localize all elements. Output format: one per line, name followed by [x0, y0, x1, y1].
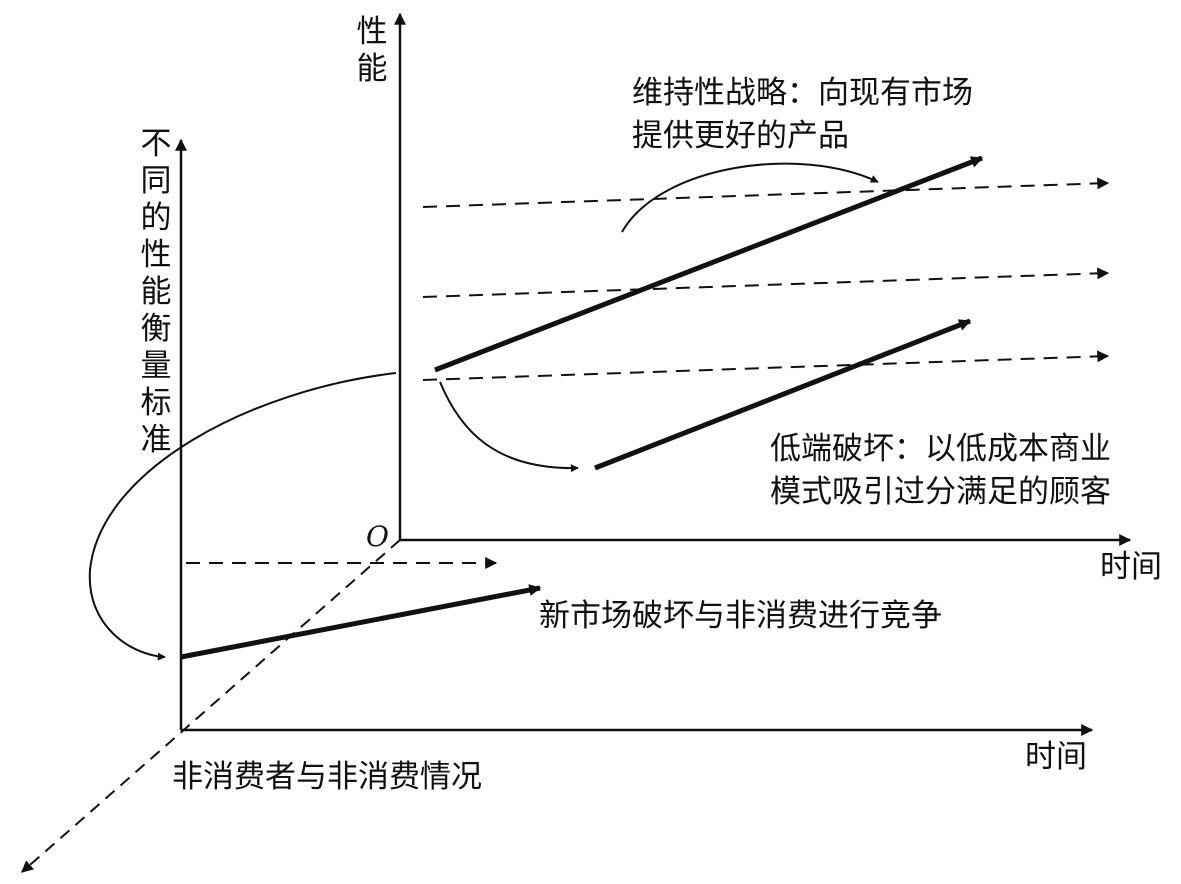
demand-line-middle	[422, 267, 1110, 298]
front-y-axis-label: 不同的性能衡量标准	[140, 126, 172, 458]
depth-axis-label: 非消费者与非消费情况	[172, 759, 482, 795]
back-x-axis-label: 时间	[1100, 549, 1162, 585]
origin-label: O	[366, 520, 389, 553]
depth-axis	[21, 539, 401, 873]
low-end-curve-arrow	[439, 381, 579, 473]
demand-line-bottom	[422, 350, 1110, 381]
back-y-axis-label: 性能	[356, 14, 388, 87]
front-x-axis-label: 时间	[1025, 739, 1087, 775]
low-end-trajectory-arrow	[594, 318, 972, 471]
sustaining-annotation: 维持性战略：向现有市场 提供更好的产品	[632, 75, 973, 154]
sustaining-curve-arrow	[621, 162, 879, 233]
low-end-annotation: 低端破坏：以低成本商业 模式吸引过分满足的顾客	[770, 431, 1111, 510]
new-market-annotation: 新市场破坏与非消费进行竞争	[539, 598, 942, 634]
new-market-trajectory-arrow	[180, 584, 542, 660]
sustaining-trajectory-arrow	[434, 155, 984, 373]
demand-line-top	[422, 177, 1110, 208]
new-market-curve-arrow	[88, 372, 397, 661]
